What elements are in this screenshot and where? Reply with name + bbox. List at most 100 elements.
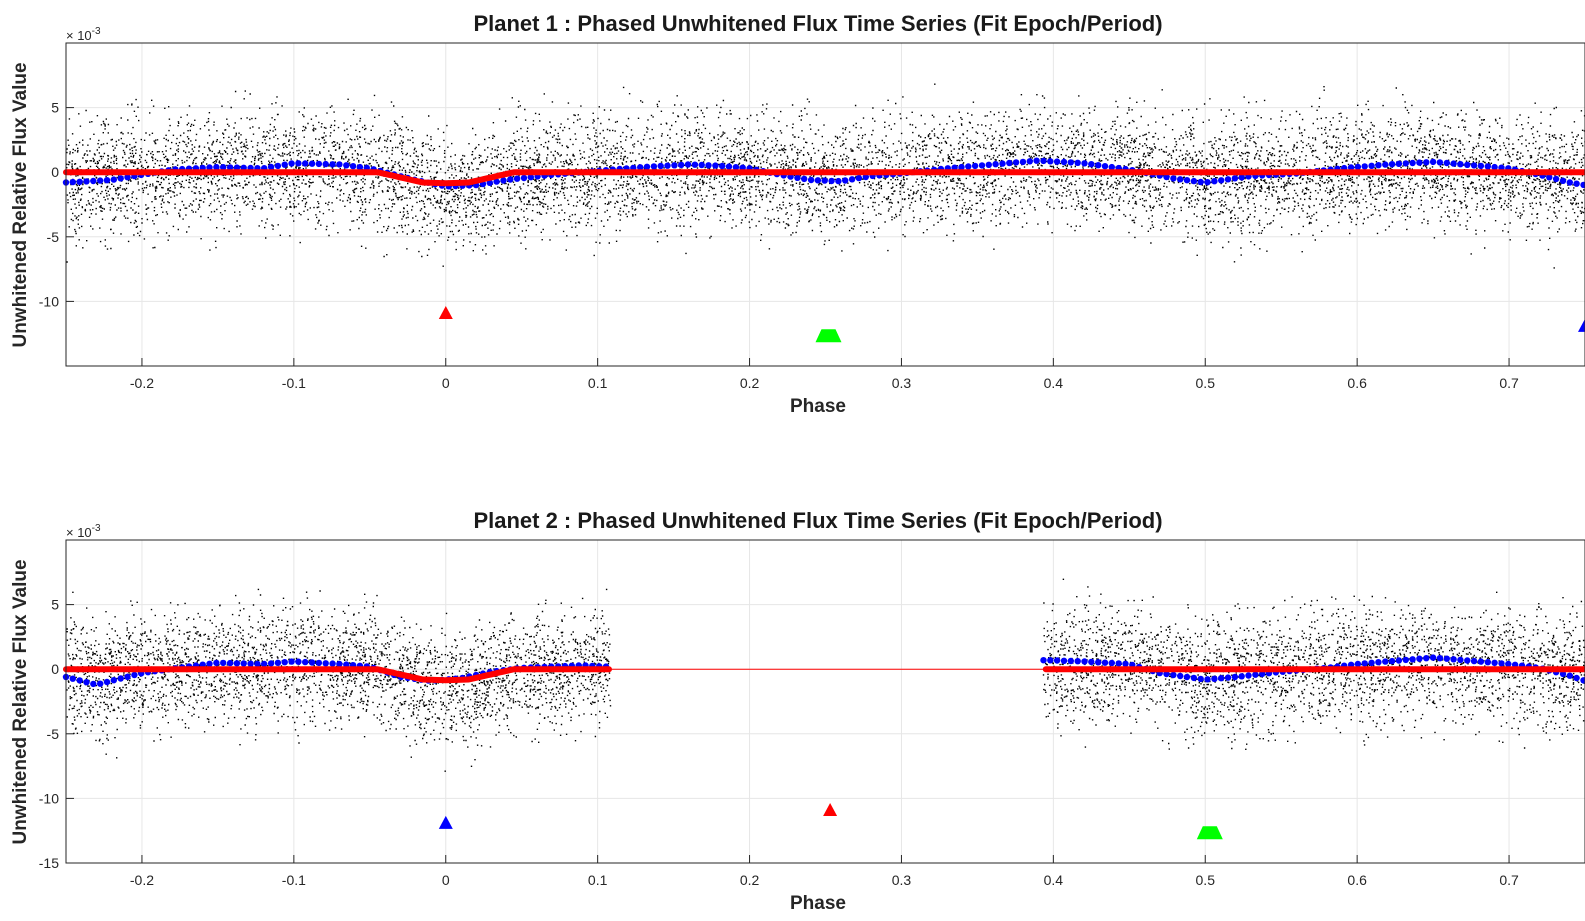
binned-flux-point <box>226 164 234 171</box>
binned-flux-point <box>1395 160 1403 167</box>
binned-flux-point <box>1375 659 1382 666</box>
y-tick-label: 5 <box>51 597 59 613</box>
binned-flux-point <box>1108 163 1116 171</box>
binned-flux-point <box>671 162 678 169</box>
binned-flux-point <box>794 174 801 181</box>
binned-flux-point <box>1395 657 1403 664</box>
binned-flux-point <box>302 658 309 666</box>
binned-flux-point <box>712 162 719 169</box>
x-tick-label: 0.7 <box>1499 375 1519 391</box>
binned-flux-point <box>985 161 992 168</box>
binned-flux-point <box>698 161 705 169</box>
binned-flux-point <box>1402 656 1410 664</box>
binned-flux-point <box>1484 659 1492 666</box>
binned-flux-point <box>226 659 234 667</box>
binned-flux-point <box>1238 174 1245 181</box>
binned-flux-point <box>308 160 316 167</box>
binned-flux-point <box>281 161 288 168</box>
x-tick-label: -0.2 <box>130 872 154 888</box>
plot-frame <box>65 42 1585 367</box>
x-tick-label: 0.6 <box>1347 375 1367 391</box>
binned-flux-point <box>103 678 111 686</box>
panel-planet-2: Planet 2 : Phased Unwhitened Flux Time S… <box>10 508 1585 914</box>
y-tick-label: -10 <box>39 790 59 806</box>
binned-flux-point <box>1498 660 1505 667</box>
x-tick-label: -0.1 <box>282 375 306 391</box>
binned-flux-point <box>1183 673 1191 681</box>
binned-flux-point <box>520 174 528 182</box>
binned-flux-point <box>1423 655 1430 662</box>
binned-flux-point <box>1067 159 1075 166</box>
model-series <box>63 666 1585 684</box>
binned-flux-point <box>1580 181 1585 189</box>
binned-flux-point <box>1252 671 1259 678</box>
binned-flux-point <box>1170 175 1177 182</box>
binned-flux-point <box>329 660 336 667</box>
binned-flux-point <box>513 175 521 182</box>
binned-flux-point <box>336 161 343 168</box>
y-multiplier: × 10-3 <box>66 26 101 43</box>
binned-flux-point <box>725 163 733 170</box>
binned-flux-point <box>315 659 323 667</box>
x-tick-label: 0.1 <box>588 375 608 391</box>
binned-flux-point <box>650 163 658 170</box>
binned-flux-point <box>1088 161 1095 168</box>
binned-flux-point <box>288 160 295 167</box>
binned-flux-point <box>678 161 685 169</box>
binned-flux-point <box>83 178 90 185</box>
x-axis-label: Phase <box>790 893 846 914</box>
binned-flux-point <box>814 177 822 184</box>
binned-flux-point <box>76 677 83 684</box>
binned-flux-point <box>1573 180 1580 187</box>
binned-flux-point <box>90 680 97 688</box>
binned-flux-point <box>527 174 534 181</box>
binned-flux-point <box>1231 175 1239 182</box>
binned-flux-point <box>1368 162 1375 169</box>
raw-flux-series <box>66 83 1585 269</box>
binned-flux-point <box>855 174 863 182</box>
binned-flux-point <box>1047 657 1054 664</box>
binned-flux-point <box>295 160 302 167</box>
binned-flux-point <box>1382 161 1389 168</box>
binned-flux-point <box>1368 659 1375 666</box>
binned-flux-point <box>1053 158 1061 165</box>
event-marker-triangle <box>1196 826 1223 840</box>
binned-flux-point <box>254 660 261 668</box>
binned-flux-point <box>719 162 726 170</box>
binned-flux-point <box>1245 672 1252 679</box>
binned-flux-point <box>1388 657 1396 665</box>
binned-flux-point <box>1347 164 1355 171</box>
binned-flux-point <box>1231 673 1239 681</box>
binned-flux-point <box>807 176 815 184</box>
binned-flux-point <box>1388 161 1396 168</box>
x-tick-label: 0.4 <box>1044 872 1064 888</box>
event-marker-triangle <box>823 803 838 816</box>
event-markers <box>438 306 1585 343</box>
binned-flux-point <box>69 178 77 186</box>
binned-flux-point <box>322 660 329 667</box>
binned-flux-point <box>1546 174 1553 181</box>
binned-flux-point <box>657 162 664 170</box>
binned-flux-point <box>1464 161 1471 168</box>
binned-flux-point <box>1491 659 1498 666</box>
binned-flux-point <box>1177 176 1184 183</box>
binned-flux-point <box>1559 670 1567 678</box>
binned-flux-point <box>1484 163 1492 170</box>
binned-flux-point <box>97 680 104 687</box>
binned-flux-point <box>1259 670 1266 678</box>
binned-flux-point <box>267 163 275 171</box>
x-tick-label: 0.2 <box>740 872 760 888</box>
y-tick-label: 0 <box>51 661 59 677</box>
x-tick-label: 0.1 <box>588 872 608 888</box>
binned-flux-point <box>1163 670 1170 678</box>
binned-flux-point <box>1033 157 1040 164</box>
binned-flux-point <box>1218 675 1225 682</box>
binned-flux-point <box>500 177 507 184</box>
binned-flux-point <box>1012 159 1020 166</box>
binned-flux-point <box>493 178 500 185</box>
binned-flux-point <box>862 173 869 181</box>
binned-flux-point <box>1081 160 1088 167</box>
x-tick-label: 0.2 <box>740 375 760 391</box>
binned-flux-point <box>1566 672 1574 679</box>
